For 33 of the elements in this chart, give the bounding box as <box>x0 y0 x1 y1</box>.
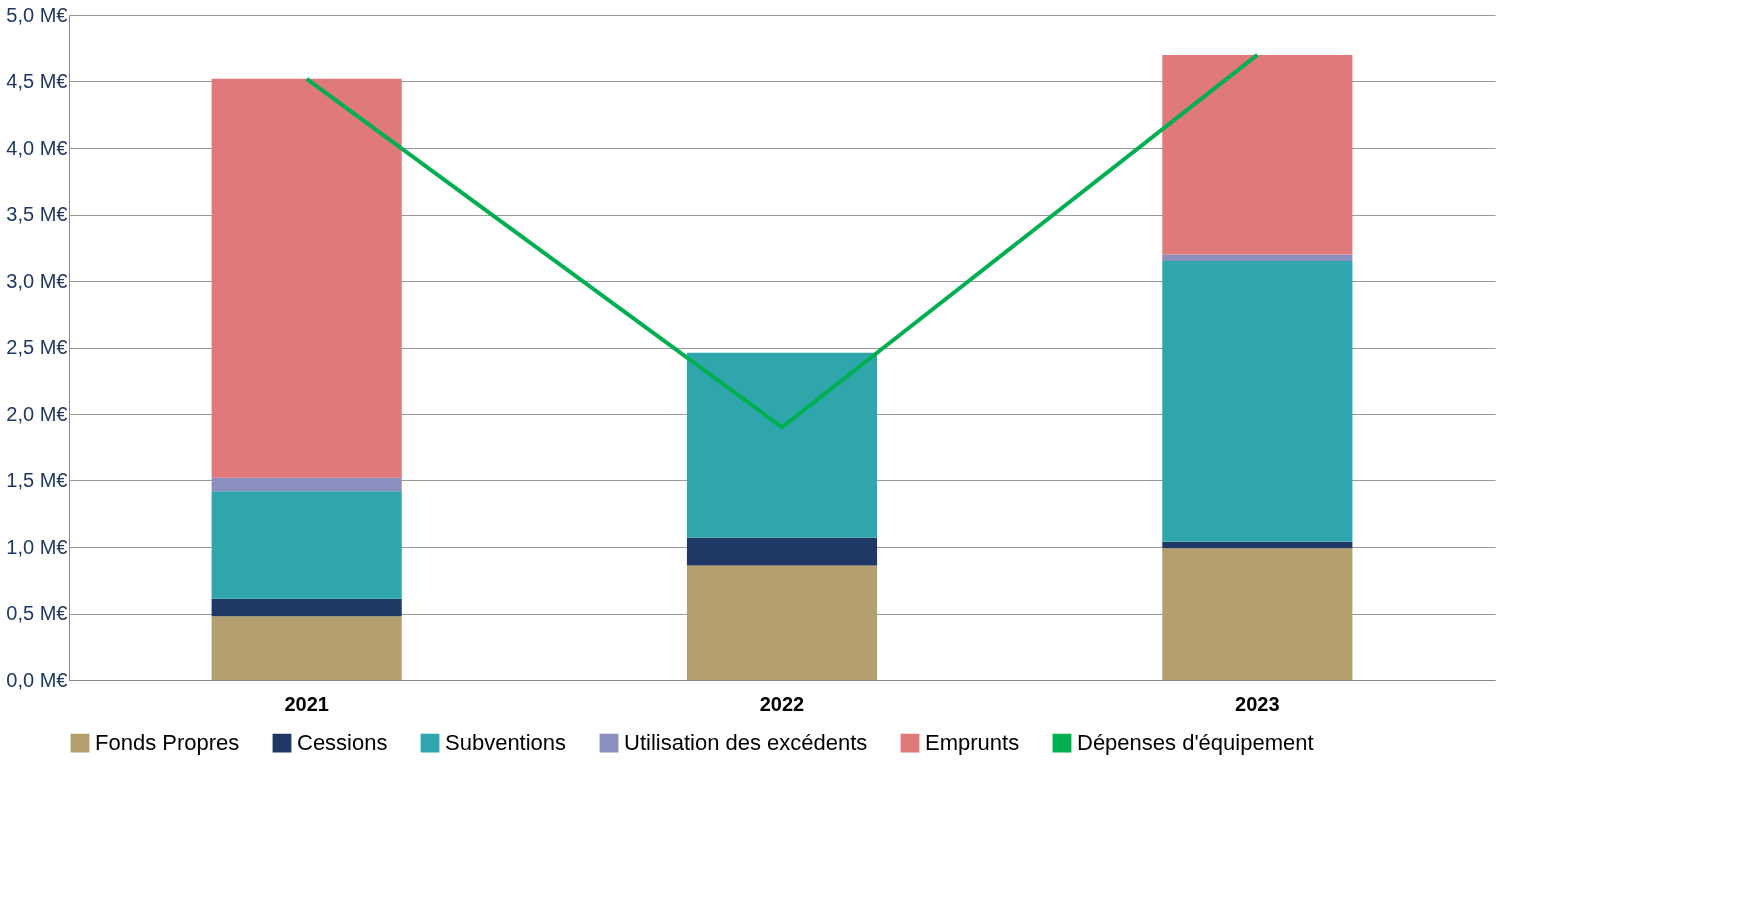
bar <box>1162 548 1353 680</box>
y-tick-label: 3,0 M€ <box>6 269 68 292</box>
bar <box>1162 541 1353 549</box>
bar <box>1162 261 1353 542</box>
y-tick-label: 5,0 M€ <box>6 3 68 26</box>
legend-label: Emprunts <box>925 730 1020 756</box>
legend-label: Fonds Propres <box>95 730 240 756</box>
y-tick-label: 0,5 M€ <box>6 602 68 624</box>
x-tick-label: 2023 <box>1235 692 1280 715</box>
y-tick-label: 2,0 M€ <box>6 402 68 425</box>
x-tick-label: 2022 <box>759 692 805 715</box>
legend-label: Dépenses d'équipement <box>1077 730 1314 756</box>
bar <box>1162 54 1353 255</box>
y-tick-label: 1,5 M€ <box>6 469 68 491</box>
bar <box>211 78 402 478</box>
bar <box>686 565 878 680</box>
y-tick-label: 1,0 M€ <box>6 535 68 558</box>
bar <box>211 477 402 492</box>
y-tick-label: 4,5 M€ <box>6 70 68 92</box>
bar <box>211 616 402 680</box>
bar <box>686 352 878 538</box>
bar <box>686 537 878 566</box>
y-tick-label: 0,0 M€ <box>6 668 68 691</box>
legend-label: Utilisation des excédents <box>624 730 868 756</box>
y-tick-label: 4,0 M€ <box>6 136 68 159</box>
bar <box>1162 254 1353 262</box>
bar <box>211 491 402 599</box>
y-tick-label: 3,5 M€ <box>6 203 68 225</box>
y-tick-label: 2,5 M€ <box>6 336 68 358</box>
bar <box>211 598 402 617</box>
legend-label: Cessions <box>297 730 388 756</box>
x-tick-label: 2021 <box>284 692 329 715</box>
legend-label: Subventions <box>445 730 567 756</box>
